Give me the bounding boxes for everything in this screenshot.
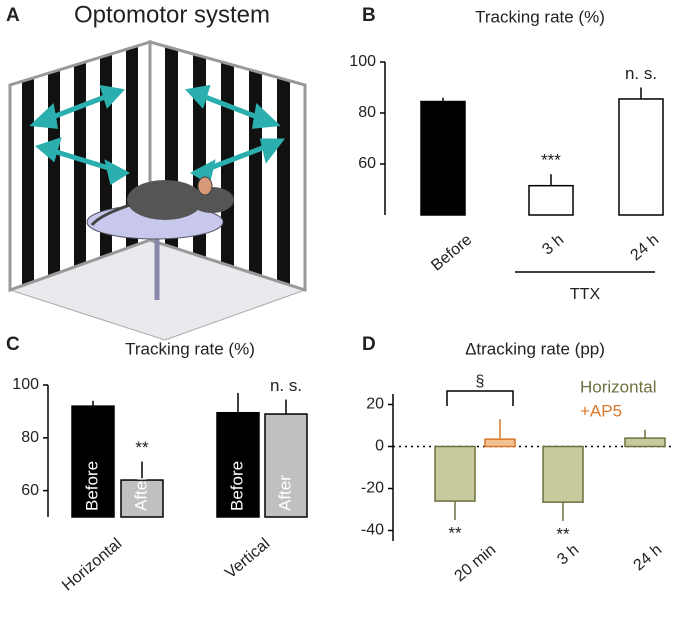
y-tick-label: 80 bbox=[21, 429, 39, 446]
right-wall bbox=[148, 40, 307, 293]
mouse-ear bbox=[197, 176, 213, 196]
panel-letter: A bbox=[6, 5, 20, 26]
chart-title: Tracking rate (%) bbox=[475, 7, 605, 26]
y-tick-label: -20 bbox=[361, 480, 384, 497]
chart-panel: B Tracking rate (%) 60 80 100 Before 3 h *** 24 … bbox=[349, 5, 664, 303]
bar bbox=[120, 479, 164, 518]
significance-label: n. s. bbox=[270, 376, 302, 395]
chart-title: Δtracking rate (pp) bbox=[465, 339, 605, 358]
arrows bbox=[29, 84, 286, 185]
stripe bbox=[48, 69, 60, 277]
bar-name: After bbox=[275, 475, 294, 511]
significance-label: ** bbox=[448, 523, 462, 542]
bar bbox=[542, 445, 584, 503]
x-tick-label: 3 h bbox=[539, 231, 567, 258]
chart-panel: C Tracking rate (%) 60 80 100 Horizontal Befor… bbox=[6, 334, 308, 595]
stripe bbox=[277, 77, 290, 286]
bar-name: Before bbox=[227, 461, 246, 511]
panel-letter: C bbox=[6, 334, 20, 355]
bar bbox=[71, 405, 115, 518]
stripe bbox=[74, 61, 86, 268]
x-tick-label: Horizontal bbox=[59, 535, 125, 594]
bar bbox=[624, 437, 666, 448]
y-tick-label: 100 bbox=[12, 376, 39, 393]
mouse-body bbox=[127, 180, 203, 220]
optomotor-illustration: A Optomotor system bbox=[6, 1, 307, 341]
bracket-label: § bbox=[476, 373, 485, 390]
x-tick-label: Before bbox=[428, 231, 475, 274]
significance-label: *** bbox=[541, 151, 561, 170]
illustration-title: Optomotor system bbox=[74, 1, 270, 28]
x-tick-label: 3 h bbox=[554, 541, 582, 568]
panel-letter: D bbox=[362, 334, 376, 355]
mouse-head bbox=[190, 187, 234, 213]
y-tick-label: 100 bbox=[349, 53, 376, 70]
x-tick-label: 24 h bbox=[631, 541, 666, 574]
legend-entry: +AP5 bbox=[580, 401, 622, 420]
stripe bbox=[22, 77, 34, 286]
chart-title: Tracking rate (%) bbox=[125, 339, 255, 358]
panel-letter: B bbox=[362, 5, 376, 26]
bar bbox=[618, 98, 664, 216]
bar bbox=[484, 438, 516, 448]
bar-name: Before bbox=[82, 461, 101, 511]
y-tick-label: 60 bbox=[21, 482, 39, 499]
bar bbox=[528, 184, 574, 216]
stripe bbox=[249, 69, 262, 277]
y-tick-label: 0 bbox=[375, 438, 384, 455]
y-tick-label: 80 bbox=[358, 104, 376, 121]
mouse-tail bbox=[90, 203, 131, 227]
bar bbox=[420, 100, 466, 216]
significance-label: ** bbox=[556, 525, 570, 544]
bar bbox=[264, 413, 308, 518]
y-tick-label: 60 bbox=[358, 155, 376, 172]
x-tick-label: 20 min bbox=[452, 541, 500, 585]
bracket bbox=[446, 390, 514, 406]
y-tick-label: 20 bbox=[366, 396, 384, 413]
bar bbox=[216, 411, 260, 518]
y-tick-label: -40 bbox=[361, 522, 384, 539]
legend-entry: Horizontal bbox=[580, 377, 657, 396]
x-tick-label: Vertical bbox=[222, 535, 273, 582]
bar bbox=[434, 445, 476, 502]
stripe bbox=[221, 61, 234, 268]
significance-label: n. s. bbox=[625, 64, 657, 83]
bar-name: After bbox=[131, 475, 150, 511]
x-tick-label: 24 h bbox=[628, 231, 663, 264]
group-label: TTX bbox=[570, 286, 601, 303]
significance-label: ** bbox=[135, 438, 149, 457]
